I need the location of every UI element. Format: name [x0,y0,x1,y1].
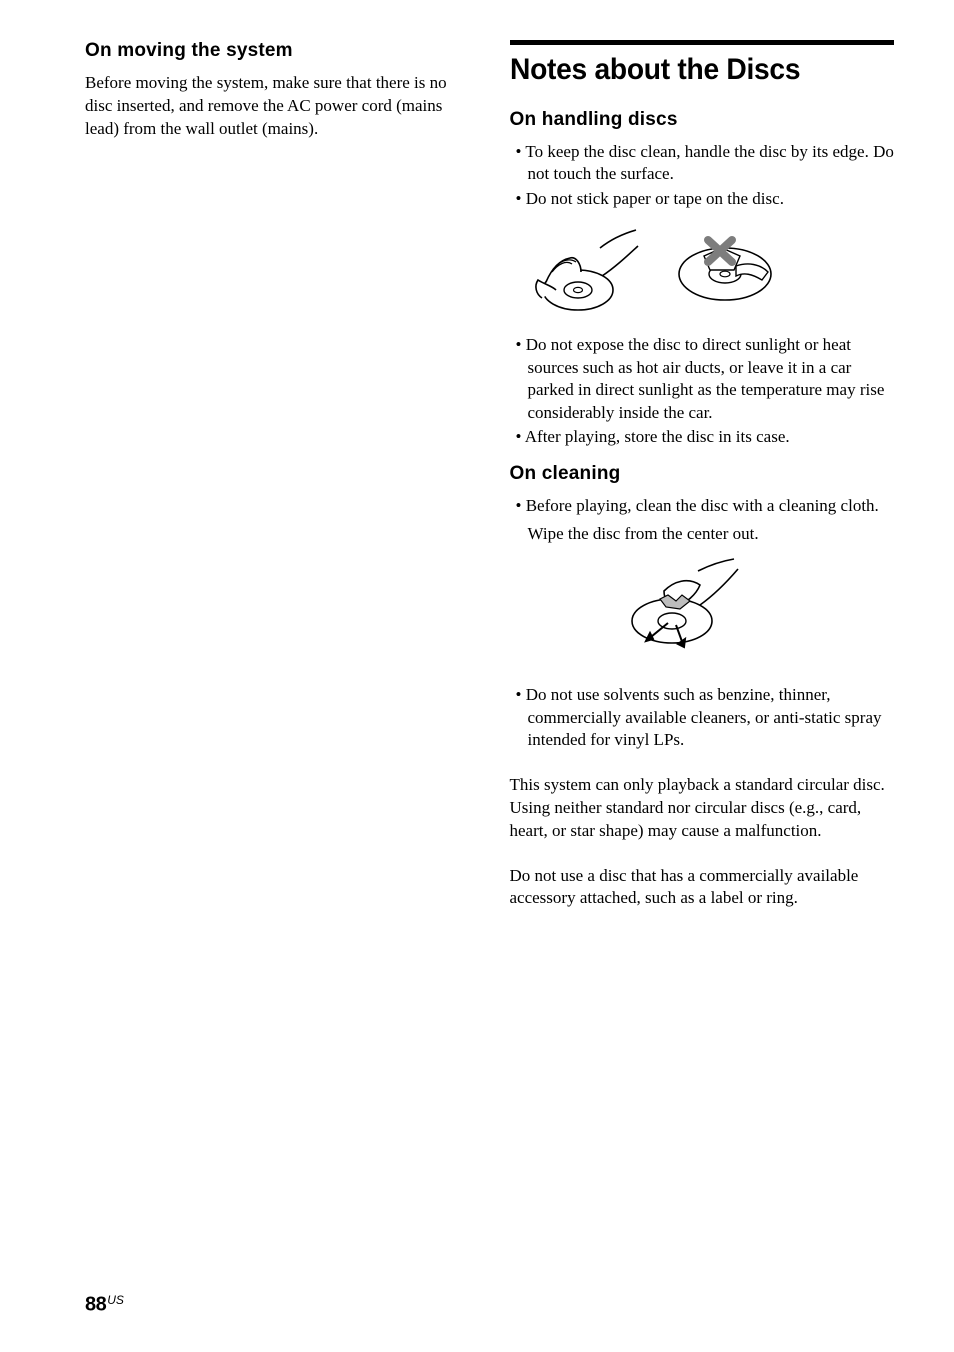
cleaning-heading: On cleaning [510,463,895,485]
handling-heading: On handling discs [510,109,895,131]
section-rule [510,40,895,45]
page-number-value: 88 [85,1293,106,1315]
page-number: 88US [85,1293,124,1316]
hand-holding-disc-icon [526,224,646,316]
bullet-item: Before playing, clean the disc with a cl… [510,495,895,517]
para-accessory: Do not use a disc that has a commerciall… [510,865,895,911]
bullet-item: Do not expose the disc to direct sunligh… [510,334,895,424]
cleaning-bullets-1: Before playing, clean the disc with a cl… [510,495,895,517]
main-title: Notes about the Discs [510,53,871,87]
handling-bullets-top: To keep the disc clean, handle the disc … [510,141,895,210]
handling-bullets-bottom: Do not expose the disc to direct sunligh… [510,334,895,448]
cleaning-bullet1-sub: Wipe the disc from the center out. [510,523,895,545]
disc-with-tape-x-icon [670,232,780,308]
bullet-item: Do not stick paper or tape on the disc. [510,188,895,210]
bullet-item: To keep the disc clean, handle the disc … [510,141,895,186]
wipe-disc-center-out-icon [620,555,740,663]
left-heading: On moving the system [85,40,470,62]
left-paragraph: Before moving the system, make sure that… [85,72,470,141]
page-region: US [107,1293,124,1307]
cleaning-bullets-2: Do not use solvents such as benzine, thi… [510,684,895,751]
para-circular-disc: This system can only playback a standard… [510,774,895,843]
bullet-item: After playing, store the disc in its cas… [510,426,895,448]
bullet-item: Do not use solvents such as benzine, thi… [510,684,895,751]
